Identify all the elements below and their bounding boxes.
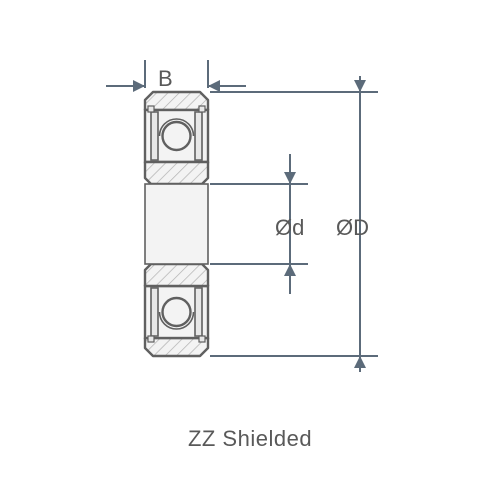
label-bore-d: Ød <box>275 215 304 241</box>
label-outer-D: ØD <box>336 215 369 241</box>
diagram-container: B Ød ØD ZZ Shielded <box>0 0 500 500</box>
bearing-diagram-svg <box>0 0 500 500</box>
label-width-B: B <box>158 66 173 92</box>
caption-text: ZZ Shielded <box>0 426 500 452</box>
